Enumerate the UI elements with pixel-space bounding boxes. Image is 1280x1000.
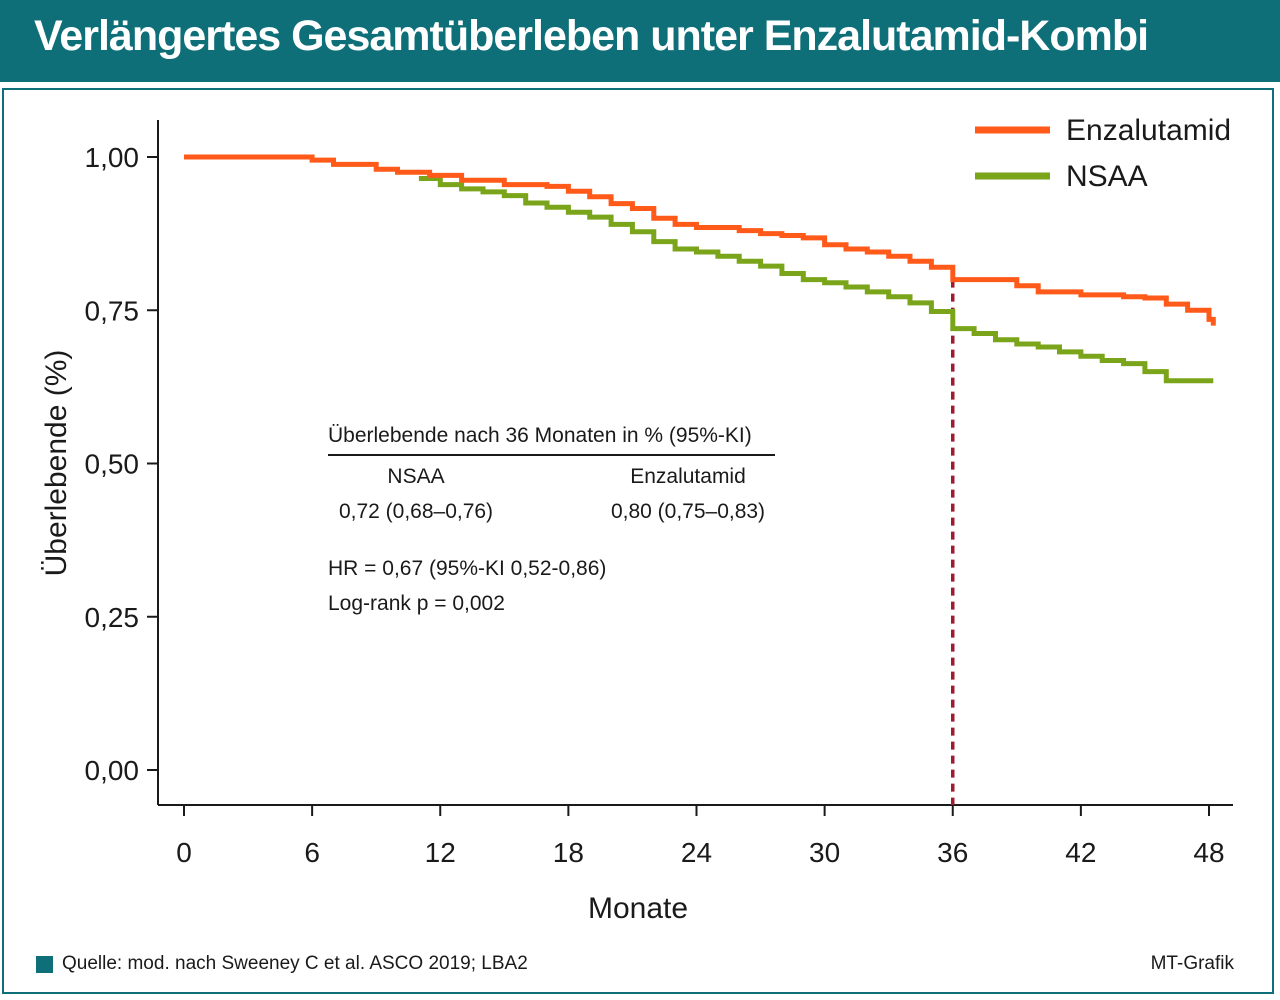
y-tick-label: 1,00 xyxy=(85,142,140,173)
source-square-icon xyxy=(36,955,53,973)
x-tick-label: 12 xyxy=(425,837,456,868)
header-bar: Verlängertes Gesamtüberleben unter Enzal… xyxy=(0,0,1280,82)
chart-frame xyxy=(2,88,1274,994)
y-tick-label: 0,50 xyxy=(85,449,140,480)
annotation-col-enzalutamid: Enzalutamid xyxy=(630,465,746,488)
annotation-value-enzalutamid: 0,80 (0,75–0,83) xyxy=(611,500,765,523)
source-note: Quelle: mod. nach Sweeney C et al. ASCO … xyxy=(36,952,528,976)
x-tick-label: 0 xyxy=(176,837,192,868)
legend-nsaa-label: NSAA xyxy=(1066,160,1148,193)
annotation-logrank: Log-rank p = 0,002 xyxy=(328,592,505,615)
legend-enzalutamid-label: Enzalutamid xyxy=(1066,114,1231,147)
page-title: Verlängertes Gesamtüberleben unter Enzal… xyxy=(34,12,1149,60)
x-tick-label: 24 xyxy=(681,837,712,868)
enzalutamid-survival-line xyxy=(184,154,1216,326)
x-tick-label: 48 xyxy=(1193,837,1224,868)
source-text: Quelle: mod. nach Sweeney C et al. ASCO … xyxy=(62,953,528,974)
y-axis-label: Überlebende (%) xyxy=(40,350,73,577)
legend: Enzalutamid NSAA xyxy=(975,114,1231,193)
y-tick-label: 0,75 xyxy=(85,295,140,326)
x-tick-label: 18 xyxy=(553,837,584,868)
y-tick-label: 0,25 xyxy=(85,602,140,633)
annotation-hazard-ratio: HR = 0,67 (95%-KI 0,52-0,86) xyxy=(328,557,606,580)
annotation-table-title: Überlebende nach 36 Monaten in % (95%-KI… xyxy=(328,424,752,447)
x-tick-label: 6 xyxy=(304,837,320,868)
survival-annotation: Überlebende nach 36 Monaten in % (95%-KI… xyxy=(328,424,775,615)
y-tick-label: 0,00 xyxy=(85,755,140,786)
annotation-value-nsaa: 0,72 (0,68–0,76) xyxy=(339,500,493,523)
x-tick-label: 30 xyxy=(809,837,840,868)
x-tick-label: 42 xyxy=(1065,837,1096,868)
x-axis-label: Monate xyxy=(588,892,688,925)
nsaa-survival-line xyxy=(418,176,1214,384)
annotation-col-nsaa: NSAA xyxy=(387,465,444,488)
graphic-credit: MT-Grafik xyxy=(1150,953,1234,974)
x-tick-label: 36 xyxy=(937,837,968,868)
